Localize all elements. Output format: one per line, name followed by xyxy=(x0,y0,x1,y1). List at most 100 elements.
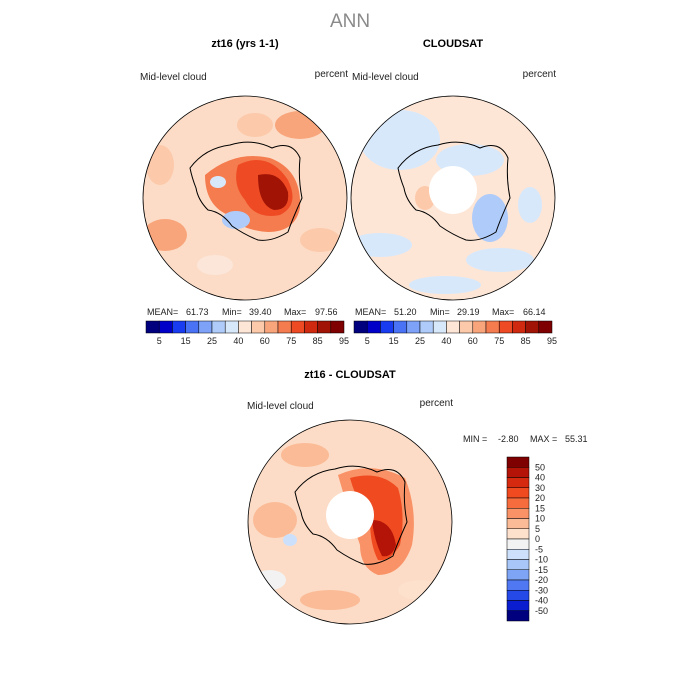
antarctica-coastline xyxy=(294,465,408,565)
units-label: percent xyxy=(420,398,454,409)
figure-title: ANN xyxy=(330,11,370,32)
stat-min-value: 39.40 xyxy=(249,307,272,317)
colorbar-swatch xyxy=(198,320,213,334)
units-label: percent xyxy=(523,69,557,80)
field-patch xyxy=(146,145,174,185)
field-patch xyxy=(409,276,481,294)
colorbar-tick-label: 75 xyxy=(494,336,504,346)
colorbar-swatch xyxy=(506,538,530,550)
colorbar-swatch xyxy=(380,320,394,334)
field-patch xyxy=(275,111,325,139)
field-patch xyxy=(398,580,442,600)
stat-mean-label: MEAN= xyxy=(355,307,386,317)
colorbar-tick-label: -50 xyxy=(535,606,548,616)
field-patch xyxy=(222,211,250,229)
field-patch xyxy=(360,110,440,170)
colorbar-swatch xyxy=(304,320,318,334)
colorbar-swatch xyxy=(506,518,530,529)
field-patch xyxy=(237,113,273,137)
missing-data-hole xyxy=(326,491,374,539)
stat-min-value: 29.19 xyxy=(457,307,480,317)
colorbar-tick-label: 95 xyxy=(547,336,557,346)
colorbar-tick-label: -40 xyxy=(535,596,548,606)
field-patch xyxy=(197,255,233,275)
colorbar-swatch xyxy=(506,600,530,611)
field-patch xyxy=(300,590,360,610)
colorbar-swatch xyxy=(224,320,239,334)
colorbar-swatch xyxy=(330,320,345,334)
colorbar-swatch xyxy=(446,320,460,334)
colorbar-tick-label: 15 xyxy=(181,336,191,346)
colorbar-tick-label: 5 xyxy=(157,336,162,346)
field-patch xyxy=(210,176,226,188)
colorbar-swatch xyxy=(512,320,526,334)
colorbar-swatch xyxy=(485,320,500,334)
colorbar-swatch xyxy=(472,320,487,334)
colorbar-swatch xyxy=(158,320,173,334)
panel-difference: zt16 - CLOUDSAT Mid-level cloud percent … xyxy=(247,369,588,625)
colorbar-tick-label: 40 xyxy=(441,336,451,346)
colorbar-tick-label: 10 xyxy=(535,514,545,524)
field-patch xyxy=(281,443,329,467)
variable-label: Mid-level cloud xyxy=(140,72,207,83)
variable-label: Mid-level cloud xyxy=(247,401,314,412)
colorbar-tick-label: 85 xyxy=(521,336,531,346)
colorbar-swatch xyxy=(317,320,332,334)
colorbar-swatch xyxy=(353,320,368,334)
colorbar-swatch xyxy=(506,467,530,478)
colorbar-tick-label: 75 xyxy=(286,336,296,346)
colorbar-swatch xyxy=(506,497,530,509)
colorbar-swatch xyxy=(432,320,447,334)
colorbar-tick-label: 25 xyxy=(415,336,425,346)
colorbar-tick-label: -30 xyxy=(535,585,548,595)
panel-model: zt16 (yrs 1-1) Mid-level cloud percent M… xyxy=(140,38,349,346)
map-field xyxy=(248,420,452,624)
colorbar-swatch xyxy=(172,320,186,334)
colorbar-tick-label: 85 xyxy=(313,336,323,346)
colorbar-swatch xyxy=(506,477,530,488)
panel-title: CLOUDSAT xyxy=(423,38,484,50)
stat-max-value: 97.56 xyxy=(315,307,338,317)
colorbar-tick-label: 5 xyxy=(535,524,540,534)
colorbar-swatch xyxy=(506,528,530,540)
colorbar-swatch xyxy=(525,320,540,334)
antarctica-coastline xyxy=(189,141,303,241)
map-field xyxy=(143,96,347,300)
field-patch xyxy=(466,248,534,272)
colorbar-tick-label: 40 xyxy=(233,336,243,346)
colorbar-swatch xyxy=(393,320,408,334)
colorbar-swatch xyxy=(238,320,252,334)
missing-data-hole xyxy=(429,166,477,214)
colorbar-swatch xyxy=(277,320,292,334)
colorbar-swatch xyxy=(251,320,266,334)
colorbar-swatch xyxy=(506,508,530,519)
colorbar-swatch xyxy=(506,549,530,560)
colorbar-tick-label: 40 xyxy=(535,473,545,483)
colorbar-swatch xyxy=(366,320,381,334)
colorbar: 5 15 25 40 60 75 85 95 xyxy=(353,320,557,346)
colorbar-tick-label: 15 xyxy=(389,336,399,346)
stat-min-label: Min= xyxy=(222,307,242,317)
field-patch xyxy=(283,534,297,546)
stat-mean-value: 51.20 xyxy=(394,307,417,317)
field-patch xyxy=(472,194,508,242)
colorbar-tick-label: 50 xyxy=(535,462,545,472)
field-patch xyxy=(372,520,396,557)
panel-title: zt16 (yrs 1-1) xyxy=(211,38,279,50)
colorbar-tick-label: 25 xyxy=(207,336,217,346)
stat-max-label: Max= xyxy=(284,307,306,317)
panel-observations: CLOUDSAT Mid-level cloud percent MEAN= 5… xyxy=(350,38,557,346)
stat-max-label: MAX = xyxy=(530,434,557,444)
map-outline xyxy=(247,419,453,625)
field-patch xyxy=(254,570,286,590)
stat-min-value: -2.80 xyxy=(498,434,519,444)
colorbar-swatch xyxy=(211,320,226,334)
colorbar-swatch xyxy=(185,320,200,334)
colorbar-tick-label: 95 xyxy=(339,336,349,346)
field-patch xyxy=(351,233,412,257)
colorbar-swatch xyxy=(459,320,474,334)
map-outline xyxy=(142,95,348,301)
colorbar-tick-label: -10 xyxy=(535,555,548,565)
